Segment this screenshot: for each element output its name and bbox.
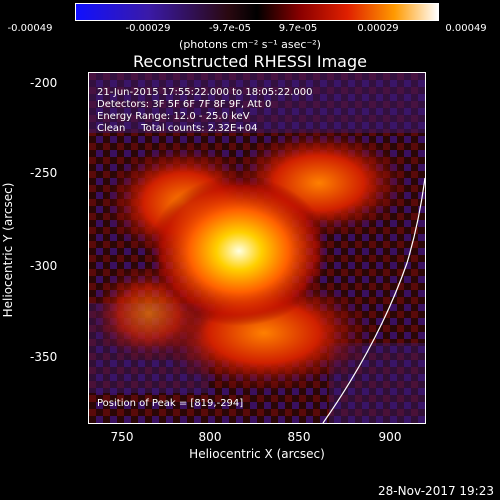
- solar-limb-line: [322, 177, 425, 423]
- info-time: 21-Jun-2015 17:55:22.000 to 18:05:22.000: [97, 87, 313, 98]
- rhessi-image: [89, 73, 425, 423]
- info-clean: Clean Total counts: 2.32E+04: [97, 123, 258, 134]
- info-peak-position: Position of Peak = [819,-294]: [97, 398, 244, 409]
- x-tick: 750: [110, 430, 134, 444]
- info-energy: Energy Range: 12.0 - 25.0 keV: [97, 111, 250, 122]
- y-tick: -250: [30, 166, 58, 180]
- y-tick: -300: [30, 259, 58, 273]
- colorbar-tick: 0.00029: [357, 23, 399, 34]
- colorbar-gradient: [76, 4, 438, 20]
- colorbar-tick: 0.00049: [445, 23, 487, 34]
- colorbar-tick: -0.00029: [125, 23, 171, 34]
- x-axis-label: Heliocentric X (arcsec): [189, 447, 325, 461]
- y-tick: -350: [30, 350, 58, 364]
- x-tick: 850: [287, 430, 311, 444]
- timestamp: 28-Nov-2017 19:23: [378, 484, 494, 498]
- image-plot: 21-Jun-2015 17:55:22.000 to 18:05:22.000…: [88, 72, 426, 424]
- image-title: Reconstructed RHESSI Image: [133, 52, 367, 71]
- colorbar-tick: -9.7e-05: [209, 23, 251, 34]
- colorbar-units: (photons cm⁻² s⁻¹ asec⁻²): [179, 38, 321, 51]
- x-tick: 900: [378, 430, 402, 444]
- y-tick: -200: [30, 76, 58, 90]
- info-detectors: Detectors: 3F 5F 6F 7F 8F 9F, Att 0: [97, 99, 272, 110]
- x-tick: 800: [198, 430, 222, 444]
- y-axis-label: Heliocentric Y (arcsec): [1, 182, 15, 318]
- colorbar: [75, 3, 439, 21]
- colorbar-tick: 9.7e-05: [278, 23, 318, 34]
- colorbar-tick: -0.00049: [7, 23, 53, 34]
